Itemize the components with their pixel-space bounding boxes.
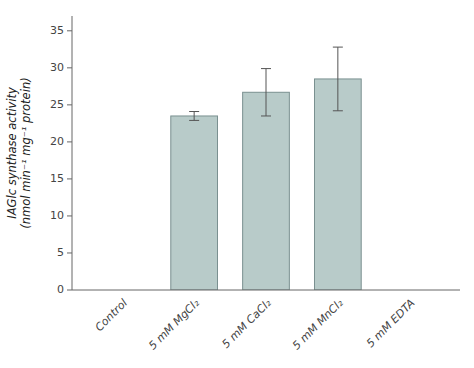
- axes: 0 5 10 15 20 25 30 35 Control 5 mM MgCl₂ 5 mM CaCl…: [50, 16, 460, 352]
- bar: [315, 79, 362, 290]
- y-tick: [67, 178, 72, 179]
- x-tick-label: 5 mM EDTA: [364, 297, 418, 351]
- error-bar: [333, 47, 343, 111]
- y-tick-label: 15: [50, 172, 64, 185]
- y-axis-label: IAGlc synthase activity(nmol min⁻¹ mg⁻¹ …: [5, 77, 33, 228]
- error-cap: [189, 111, 199, 112]
- y-tick: [67, 67, 72, 68]
- error-cap: [261, 68, 271, 69]
- y-tick: [67, 290, 72, 291]
- chart-svg: 0 5 10 15 20 25 30 35 Control 5 mM MgCl₂ 5 mM CaCl…: [0, 0, 474, 368]
- y-tick: [67, 215, 72, 216]
- y-tick-label: 20: [50, 135, 64, 148]
- chart-container: 0 5 10 15 20 25 30 35 Control 5 mM MgCl₂ 5 mM CaCl…: [0, 0, 474, 368]
- error-cap: [333, 110, 343, 111]
- y-tick-label: 25: [50, 98, 64, 111]
- y-tick-label: 10: [50, 209, 64, 222]
- error-cap: [189, 120, 199, 121]
- y-tick: [67, 141, 72, 142]
- error-line: [194, 112, 195, 121]
- y-axis-line: [72, 16, 73, 290]
- y-axis-label-line: (nmol min⁻¹ mg⁻¹ protein): [19, 77, 33, 228]
- y-tick: [67, 104, 72, 105]
- bar: [171, 116, 218, 290]
- x-tick-label: Control: [93, 297, 130, 334]
- y-tick-label: 30: [50, 61, 64, 74]
- y-tick: [67, 252, 72, 253]
- x-axis-line: [72, 290, 460, 291]
- y-tick-label: 5: [57, 246, 64, 259]
- y-tick-label: 35: [50, 24, 64, 37]
- error-cap: [261, 115, 271, 116]
- error-cap: [333, 47, 343, 48]
- y-tick-label: 0: [57, 283, 64, 296]
- x-tick-label: 5 mM MgCl₂: [146, 296, 202, 352]
- bar: [243, 92, 290, 290]
- error-line: [337, 47, 338, 111]
- y-tick: [67, 30, 72, 31]
- bars: [171, 47, 361, 290]
- error-bar: [261, 69, 271, 116]
- error-line: [266, 69, 267, 116]
- x-tick-label: 5 mM MnCl₂: [290, 296, 346, 352]
- error-bar: [189, 112, 199, 121]
- y-axis-label-line: IAGlc synthase activity: [5, 87, 19, 219]
- x-tick-label: 5 mM CaCl₂: [219, 296, 274, 351]
